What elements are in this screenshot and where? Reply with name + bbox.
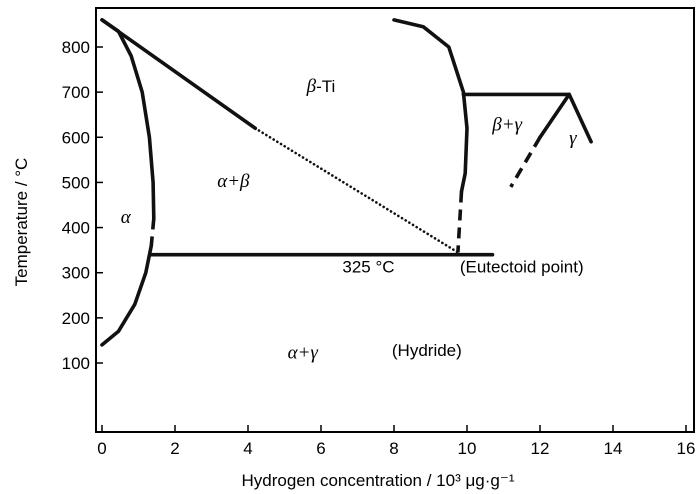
phase-boundary-line (509, 136, 542, 188)
plot-frame (95, 7, 695, 433)
phase-boundary-line (254, 127, 460, 254)
y-axis-title: Temperature / °C (12, 158, 31, 287)
y-tick-label: 600 (62, 128, 90, 147)
plot-frame-group (95, 7, 695, 433)
x-tick-label: 10 (458, 439, 477, 458)
y-tick-label: 700 (62, 83, 90, 102)
x-axis-title: Hydrogen concentration / 10³ μg·g⁻¹ (242, 471, 515, 490)
y-tick-label: 400 (62, 219, 90, 238)
phase-region-label: β+γ (491, 115, 522, 136)
phase-region-label: β-Ti (306, 76, 336, 97)
phase-boundary-line (100, 243, 154, 347)
phase-boundary-line (392, 18, 469, 194)
x-tick-label: 14 (604, 439, 623, 458)
phase-region-label: (Eutectoid point) (460, 258, 584, 277)
phase-boundary-line (538, 92, 572, 140)
y-tick-label: 200 (62, 309, 90, 328)
phase-boundary-group (100, 18, 593, 347)
y-tick-label: 100 (62, 354, 90, 373)
phase-boundary-line (456, 191, 464, 253)
phase-region-label: γ (569, 128, 577, 149)
x-tick-label: 6 (316, 439, 325, 458)
x-tick-label: 12 (531, 439, 550, 458)
y-tick-label: 500 (62, 173, 90, 192)
x-tick-label: 16 (677, 439, 696, 458)
x-tick-group: 0 2 4 6 8 10 12 14 16 (97, 425, 695, 458)
phase-symbol: β (306, 76, 317, 97)
annotation-group: β-Ti β+γ γ α α+β 325 °C (Eutectoid point) α+γ (H… (121, 76, 584, 363)
y-tick-group: 100 200 300 400 500 600 700 800 (62, 38, 103, 373)
phase-region-label: α+β (217, 171, 250, 192)
y-tick-label: 800 (62, 38, 90, 57)
phase-boundary-line (149, 218, 156, 246)
phase-suffix: -Ti (316, 77, 335, 96)
phase-region-label: α (121, 207, 132, 228)
phase-boundary-line (100, 18, 258, 131)
phase-region-label: α+γ (288, 342, 319, 363)
y-tick-label: 300 (62, 264, 90, 283)
phase-region-label: (Hydride) (392, 341, 462, 360)
phase-region-label: 325 °C (342, 258, 394, 277)
x-tick-label: 4 (243, 439, 252, 458)
x-tick-label: 2 (170, 439, 179, 458)
x-tick-label: 8 (389, 439, 398, 458)
x-tick-label: 0 (97, 439, 106, 458)
